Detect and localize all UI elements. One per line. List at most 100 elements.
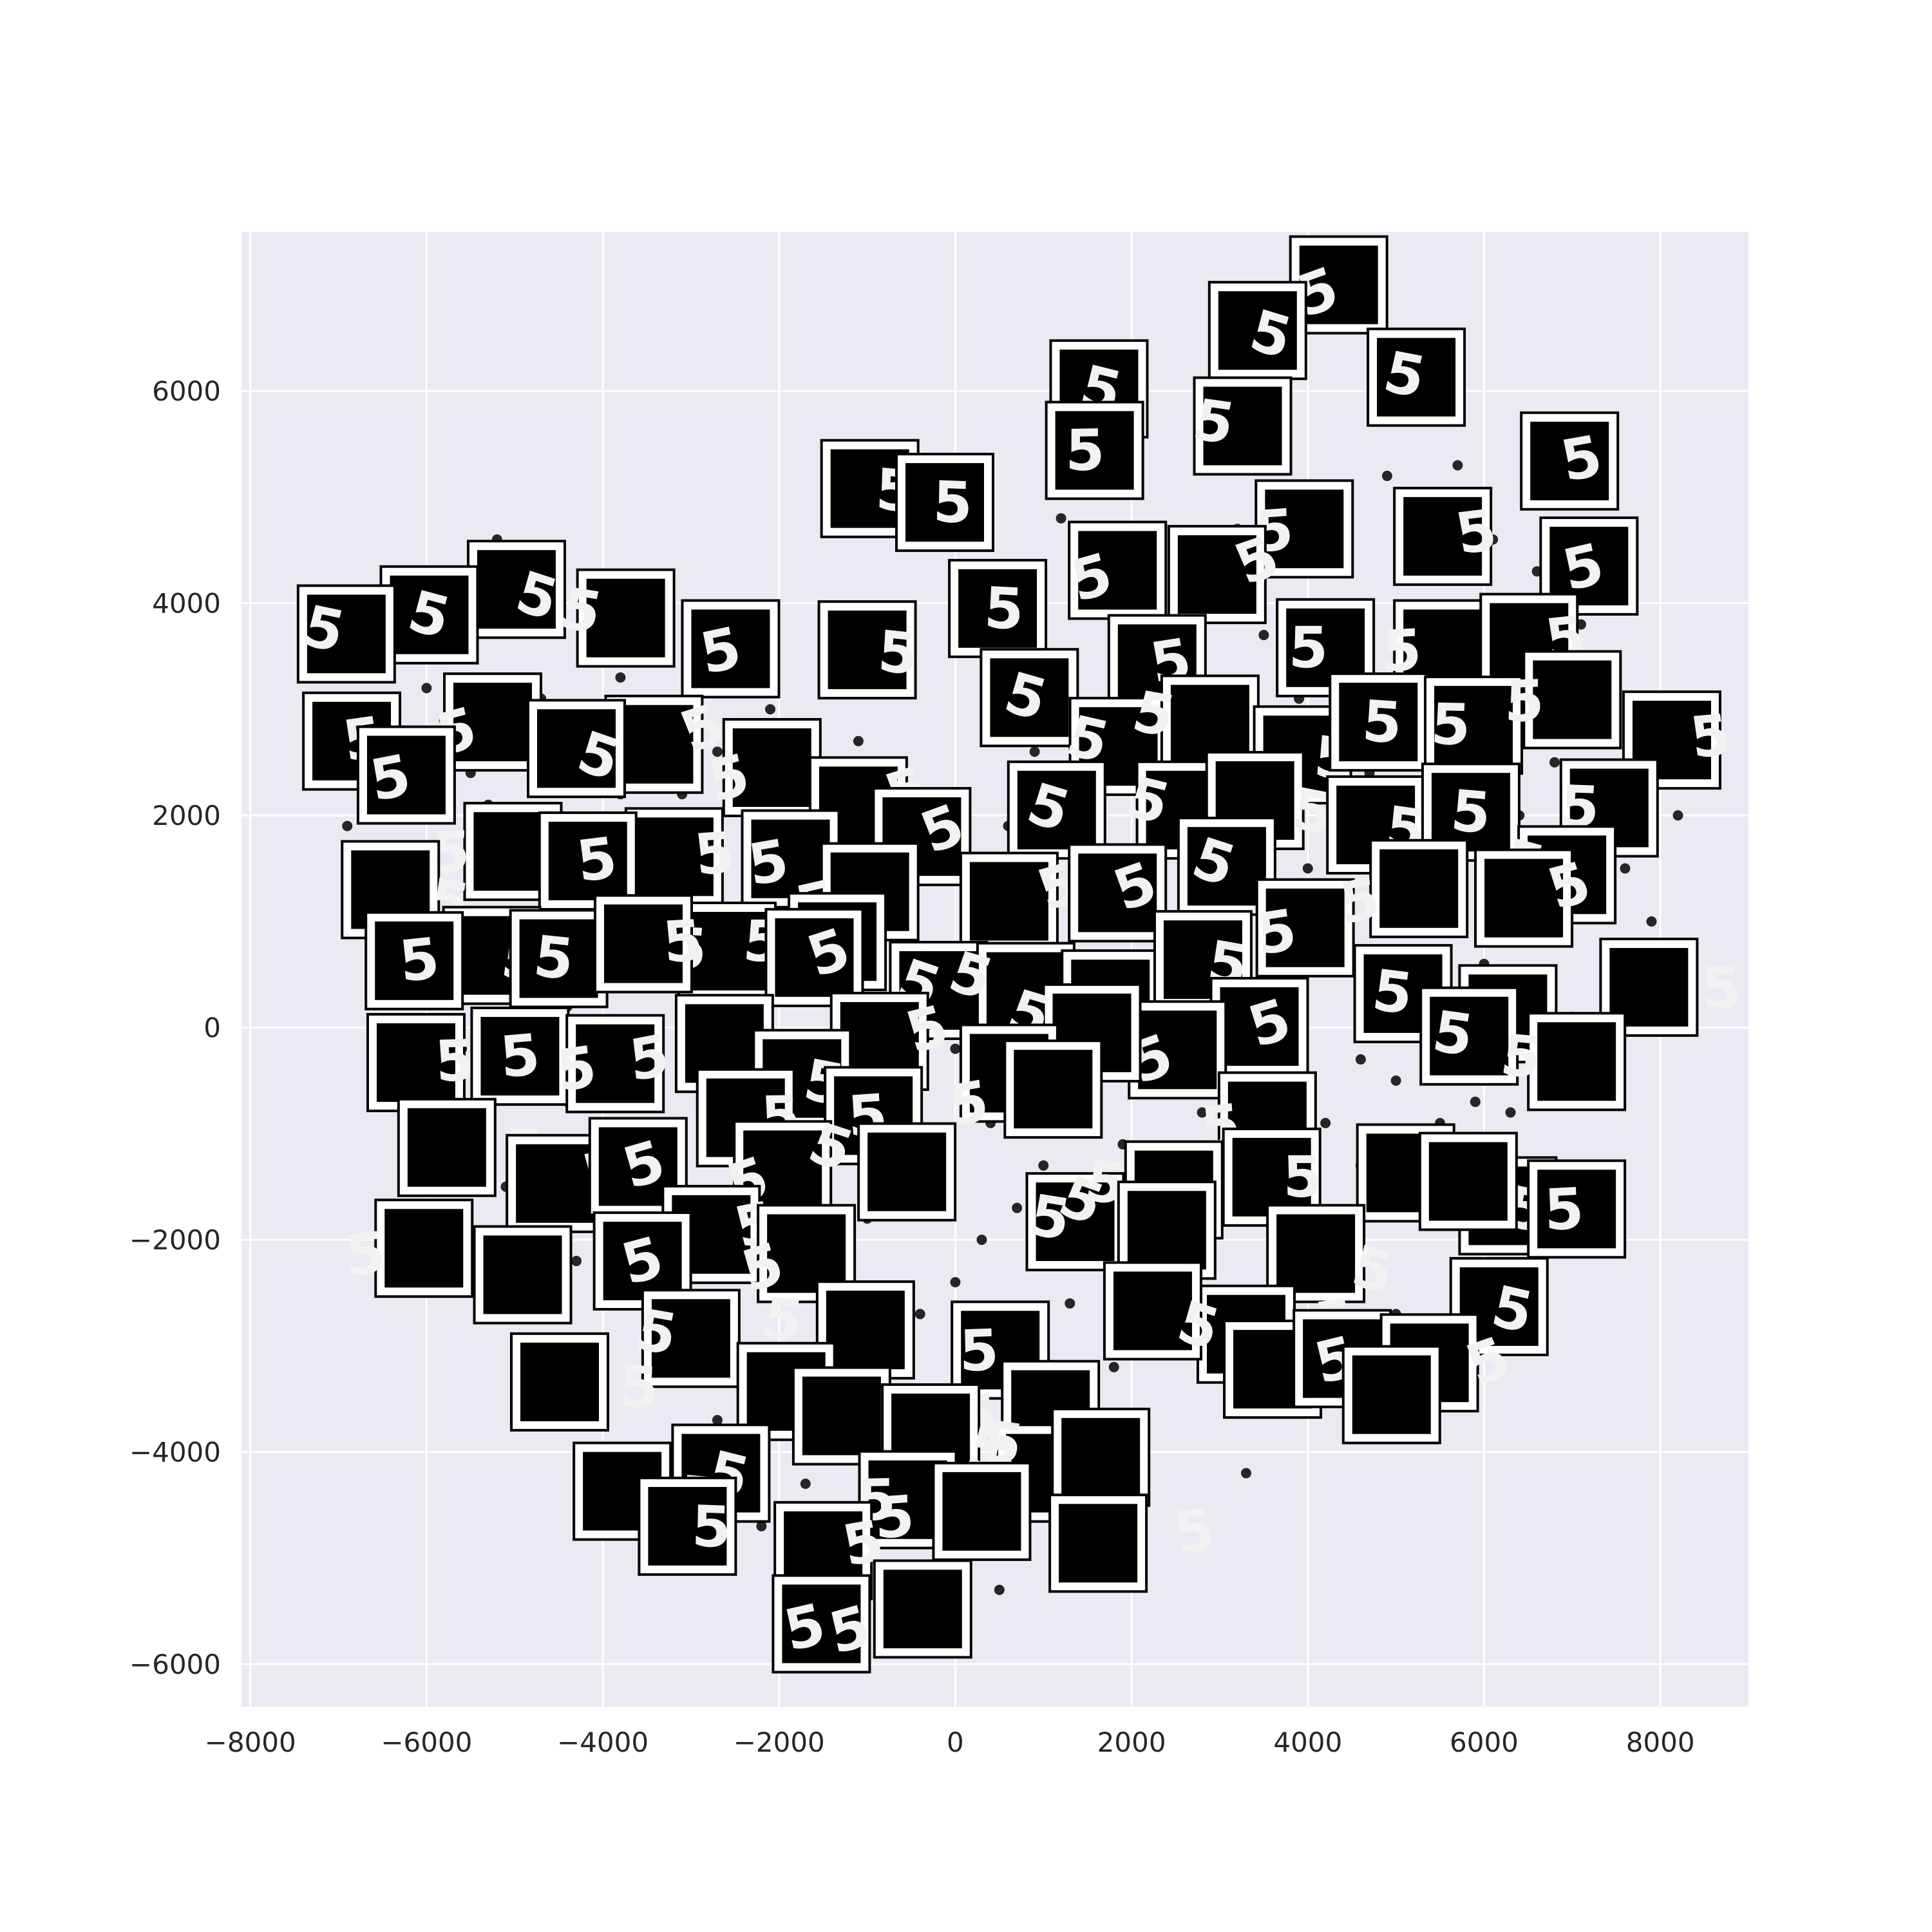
- digit-thumbnail: 5: [1045, 401, 1144, 500]
- digit-thumbnail: 5: [948, 558, 1048, 658]
- digit-thumbnail: 5: [1188, 376, 1293, 476]
- scatter-point: [342, 820, 353, 831]
- thumbnail-image: [407, 1108, 486, 1187]
- scatter-point: [1381, 470, 1392, 481]
- digit-glyph: 5: [626, 1021, 672, 1095]
- digit-glyph: 5: [1497, 1022, 1546, 1091]
- thumbnail-image: [767, 1214, 846, 1293]
- digit-thumbnail: 5: [1048, 1493, 1220, 1593]
- digit-thumbnail: 5: [1208, 281, 1307, 381]
- scatter-point: [800, 1479, 811, 1490]
- digit-thumbnail: 5: [1474, 848, 1598, 948]
- thumbnail-image: [1299, 245, 1378, 325]
- thumbnail-image: [1276, 1214, 1356, 1293]
- thumbnail-image: [1059, 1504, 1138, 1583]
- digit-glyph: 5: [344, 1219, 387, 1289]
- thumbnail-image: [520, 1342, 599, 1421]
- digit-thumbnail: 5: [527, 699, 627, 799]
- digit-thumbnail: 5: [1329, 672, 1428, 772]
- thumbnail-image: [905, 463, 984, 542]
- digit-glyph: 5: [573, 824, 620, 895]
- thumbnail-image: [883, 1569, 962, 1649]
- x-tick-label: 4000: [1273, 1727, 1342, 1758]
- thumbnail-image: [691, 609, 770, 688]
- thumbnail-image: [1428, 1142, 1508, 1221]
- scatter-point: [1302, 863, 1313, 874]
- thumbnail-image: [688, 911, 766, 990]
- digit-thumbnail: 5: [356, 725, 456, 825]
- digit-thumbnail: 5: [379, 565, 479, 665]
- thumbnail-image: [802, 1376, 881, 1455]
- scatter-point: [1549, 757, 1560, 768]
- scatter-point: [1505, 1107, 1516, 1118]
- digit-thumbnail: 5: [1254, 479, 1354, 579]
- x-tick-label: −8000: [205, 1727, 296, 1758]
- thumbnail-image: [867, 1132, 947, 1211]
- digit-thumbnail: 5: [1504, 650, 1622, 750]
- scatter-point: [976, 1235, 987, 1245]
- thumbnail-image: [775, 918, 854, 997]
- thumbnail-image: [1127, 1191, 1206, 1270]
- scatter-point: [1012, 1202, 1023, 1213]
- digit-thumbnail: 5: [946, 1039, 1103, 1140]
- scatter-point: [1620, 863, 1631, 874]
- digit-glyph: 5: [1448, 777, 1493, 847]
- thumbnail-image: [516, 1144, 595, 1223]
- digit-thumbnail: 5: [554, 1014, 665, 1113]
- digit-thumbnail: 5: [1341, 1324, 1520, 1444]
- thumbnail-image: [1537, 1170, 1616, 1249]
- thumbnail-image: [1220, 987, 1299, 1066]
- x-tick-label: −2000: [734, 1727, 825, 1758]
- thumbnail-image: [942, 1472, 1021, 1551]
- thumbnail-image: [390, 575, 469, 654]
- scatter-point: [1029, 746, 1040, 757]
- scatter-point: [994, 1584, 1005, 1595]
- thumbnail-image: [1055, 411, 1134, 490]
- digit-glyph: 5: [1368, 957, 1416, 1028]
- digit-glyph: 5: [1253, 896, 1300, 968]
- scatter-point: [1197, 1107, 1208, 1118]
- digit-thumbnail: 5: [1209, 976, 1309, 1076]
- thumbnail-image: [1017, 770, 1096, 849]
- digit-thumbnail: 5: [1497, 1012, 1627, 1112]
- digit-glyph: 5: [1288, 614, 1329, 681]
- digit-thumbnail: 5: [510, 1332, 659, 1432]
- thumbnail-image: [1014, 1050, 1093, 1129]
- digit-glyph: 5: [875, 1482, 914, 1551]
- scatter-point: [571, 1256, 582, 1267]
- digit-thumbnail: 5: [296, 584, 396, 684]
- digit-glyph: 5: [1543, 1175, 1585, 1244]
- digit-thumbnail: 5: [1520, 411, 1620, 511]
- digit-glyph: 5: [1504, 667, 1546, 735]
- digit-thumbnail: 5: [665, 901, 777, 1001]
- digit-glyph: 5: [1065, 417, 1105, 484]
- thumbnail-image: [307, 594, 386, 674]
- digit-thumbnail: 5: [1122, 1000, 1227, 1100]
- digit-thumbnail: 5: [1527, 1159, 1627, 1259]
- x-tick-label: 8000: [1626, 1727, 1695, 1758]
- digit-thumbnail: 5: [365, 911, 464, 1010]
- thumbnail-image: [453, 683, 532, 762]
- digit-thumbnail: 5: [470, 1007, 570, 1106]
- thumbnail-image: [1061, 1417, 1141, 1497]
- digit-thumbnail: 5: [976, 1407, 1151, 1507]
- x-tick-label: −6000: [381, 1727, 472, 1758]
- digit-thumbnail: 5: [1050, 1164, 1217, 1280]
- digit-glyph: 5: [1430, 691, 1472, 758]
- thumbnail-image: [1265, 888, 1345, 967]
- thumbnail-image: [1203, 386, 1282, 466]
- digit-glyph: 5: [660, 907, 706, 976]
- thumbnail-image: [1352, 1355, 1431, 1434]
- thumbnail-image: [537, 709, 616, 788]
- thumbnail-image: [603, 1222, 682, 1301]
- scatter-point: [1470, 1096, 1481, 1107]
- x-tick-label: −4000: [557, 1727, 649, 1758]
- thumbnail-image: [958, 569, 1037, 648]
- digit-thumbnail: 5: [554, 568, 676, 668]
- digit-thumbnail: 5: [1336, 838, 1469, 938]
- digit-glyph: 5: [983, 574, 1025, 643]
- thumbnail-image: [1430, 996, 1509, 1075]
- digit-thumbnail: 5: [1103, 1261, 1226, 1363]
- digit-glyph: 5: [959, 1317, 999, 1385]
